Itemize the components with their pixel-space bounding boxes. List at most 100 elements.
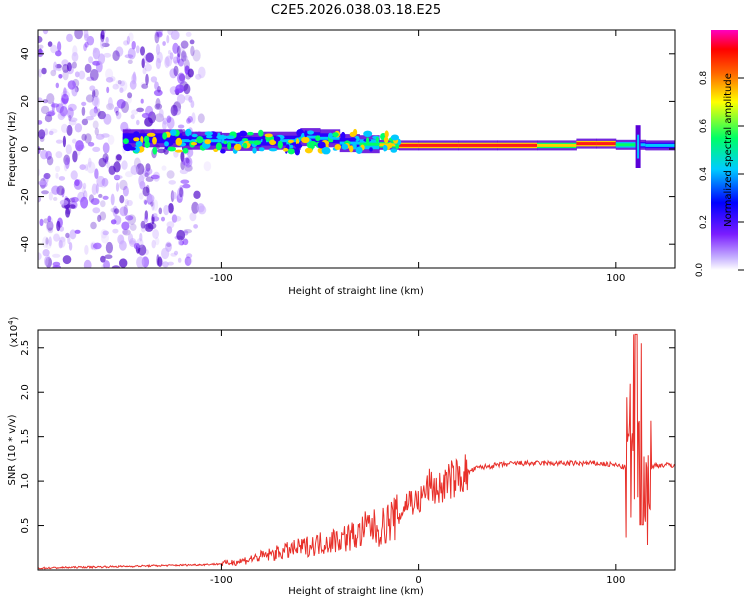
spectrogram-y-tick-label: 40: [20, 47, 31, 60]
spectrogram-ridge-blob: [133, 131, 140, 138]
snr-y-scale-suffix: ): [9, 316, 20, 320]
spectrogram-noise-blob: [169, 68, 178, 79]
spectrogram-noise-blob: [43, 172, 51, 180]
spectrogram-noise-blob: [58, 176, 66, 181]
spectrogram-noise-blob: [105, 77, 114, 83]
spectrogram-noise-blob: [126, 35, 131, 45]
spectrogram-ridge-blob: [341, 143, 349, 150]
spectrogram-noise-blob: [58, 74, 63, 79]
spectrogram-noise-blob: [145, 163, 151, 172]
spectrogram-noise-blob: [47, 215, 52, 222]
spectrogram-noise-blob: [130, 165, 139, 175]
spectrogram-noise-blob: [42, 99, 48, 104]
spectrogram-noise-blob: [166, 115, 172, 123]
spectrogram-noise-blob: [167, 261, 174, 266]
spectrogram-noise-blob: [180, 179, 190, 184]
spectrogram-noise-blob: [129, 223, 137, 231]
spectrogram-noise-blob: [145, 176, 154, 182]
spectrogram-noise-blob: [100, 179, 107, 189]
spectrogram-noise-blob: [116, 111, 122, 120]
spectrogram-noise-blob: [67, 80, 77, 90]
spectrogram-noise-blob: [96, 108, 101, 117]
snr-y-scale-exponent: 4: [7, 320, 15, 325]
snr-y-label: SNR (10 * v/v): [7, 414, 18, 485]
spectrogram-noise-blob: [117, 234, 125, 245]
spectrogram-noise-blob: [110, 193, 115, 206]
spectrogram-noise-blob: [176, 94, 186, 104]
spectrogram-noise-blob: [191, 201, 199, 214]
spectrogram-noise-blob: [48, 130, 54, 136]
spectrogram-ridge-core: [596, 142, 617, 146]
spectrogram-noise-blob: [175, 84, 185, 93]
spectrogram-noise-blob: [131, 40, 136, 50]
spectrogram-ridge-blob: [248, 140, 254, 144]
spectrogram-noise-blob: [96, 175, 106, 188]
spectrogram-noise-blob: [180, 160, 185, 170]
spectrogram-noise-blob: [183, 83, 191, 95]
spectrogram-ridge-blob: [258, 147, 265, 152]
spectrogram-noise-blob: [177, 72, 186, 85]
spectrogram-noise-blob: [182, 183, 191, 189]
spectrogram-noise-blob: [61, 90, 70, 99]
spectrogram-ridge-blob: [185, 128, 192, 137]
colorbar-tick-label: 0.6: [699, 119, 709, 134]
spectrogram-ridge-blob: [349, 145, 354, 153]
spectrogram-noise-blob: [67, 235, 71, 245]
spectrogram-noise-blob: [101, 133, 110, 138]
spectrogram-ridge-blob: [315, 135, 321, 142]
spectrogram-noise-blob: [80, 196, 89, 209]
spectrogram-noise-blob: [92, 207, 101, 214]
spectrogram-noise-blob: [116, 154, 122, 161]
spectrogram-noise-blob: [154, 81, 159, 90]
spectrogram-ridge-blob: [304, 130, 308, 138]
spectrogram-ridge-blob: [334, 144, 342, 150]
spectrogram-noise-blob: [62, 135, 66, 148]
spectrogram-noise-blob: [107, 97, 113, 109]
spectrogram-noise-blob: [66, 65, 74, 75]
spectrogram-noise-blob: [65, 157, 70, 170]
spectrogram-noise-blob: [88, 157, 92, 168]
spectrogram-noise-blob: [61, 123, 68, 133]
spectrogram-noise-blob: [38, 68, 42, 78]
spectrogram-noise-blob: [119, 258, 128, 268]
spectrogram-noise-blob: [92, 146, 101, 152]
spectrogram-noise-blob: [144, 117, 153, 127]
spectrogram-noise-blob: [100, 255, 106, 263]
spectrogram-noise-blob: [105, 36, 109, 44]
snr-content: [38, 333, 675, 570]
spectrogram-noise-blob: [69, 229, 77, 240]
snr-x-tick-label: 100: [606, 575, 625, 586]
spectrogram-noise-blob: [110, 219, 117, 225]
spectrogram-noise-blob: [41, 190, 49, 195]
spectrogram-y-tick-label: 0: [20, 146, 31, 152]
spectrogram-x-tick-label: 100: [606, 273, 625, 284]
spectrogram-spike-core: [637, 134, 640, 159]
spectrogram-noise-blob: [179, 168, 189, 175]
spectrogram-noise-blob: [72, 150, 78, 163]
spectrogram-noise-blob: [84, 63, 92, 73]
spectrogram-y-tick-label: 20: [20, 95, 31, 108]
spectrogram-noise-blob: [154, 30, 163, 39]
snr-y-tick-label: 2.0: [20, 384, 31, 400]
spectrogram-noise-blob: [92, 60, 101, 66]
spectrogram-noise-blob: [91, 95, 99, 107]
spectrogram-noise-blob: [168, 180, 176, 185]
spectrogram-noise-blob: [50, 103, 60, 108]
spectrogram-ridge-blob: [294, 147, 300, 156]
spectrogram-noise-blob: [38, 168, 41, 177]
spectrogram-noise-blob: [110, 207, 117, 213]
spectrogram-noise-blob: [144, 63, 152, 72]
spectrogram-ridge-core: [398, 143, 420, 147]
spectrogram-noise-blob: [123, 204, 128, 216]
spectrogram-noise-blob: [168, 203, 174, 214]
spectrogram-noise-blob: [61, 59, 69, 67]
spectrogram-noise-blob: [122, 229, 131, 236]
spectrogram-noise-blob: [112, 228, 119, 234]
spectrogram-ridge-blob: [264, 133, 273, 138]
spectrogram-noise-blob: [62, 69, 69, 81]
spectrogram-noise-blob: [72, 45, 78, 57]
spectrogram-noise-blob: [171, 214, 178, 223]
spectrogram-noise-blob: [38, 35, 43, 44]
spectrogram-noise-blob: [142, 67, 147, 75]
spectrogram-noise-blob: [102, 195, 109, 200]
